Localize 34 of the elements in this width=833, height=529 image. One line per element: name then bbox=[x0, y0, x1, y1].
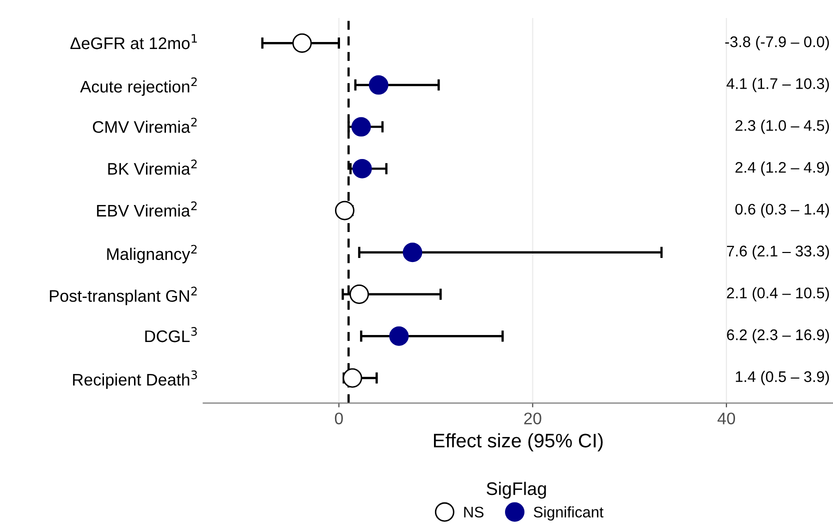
legend-label: Significant bbox=[534, 506, 604, 521]
y-tick-label: CMV Viremia$^{2}$ bbox=[92, 118, 197, 133]
annotation: 0.6 (0.3 – 1.4) bbox=[735, 203, 829, 218]
x-tick-label: 20 bbox=[524, 412, 542, 424]
y-tick-label: Malignancy$^{2}$ bbox=[107, 244, 197, 264]
point bbox=[351, 117, 371, 137]
point bbox=[292, 33, 312, 53]
annotation: 1.4 (0.5 – 3.9) bbox=[736, 370, 829, 386]
x-axis-title: Effect size (95% CI) bbox=[434, 433, 603, 452]
point bbox=[368, 75, 388, 95]
point bbox=[350, 284, 369, 304]
annotation: 2.1 (0.4 – 10.5) bbox=[727, 287, 829, 302]
point bbox=[334, 200, 354, 220]
y-tick-label: Recipient Death$^{3}$ bbox=[73, 370, 197, 389]
y-tick-label: Post-transplant GN$^{2}$ bbox=[50, 286, 197, 306]
annotation: 2.3 (1.0 – 4.5) bbox=[736, 120, 829, 134]
point bbox=[352, 158, 372, 178]
y-tick-label: BK Viremia$^{2}$ bbox=[108, 160, 197, 175]
legend-title: SigFlag bbox=[486, 482, 546, 499]
x-tick-label: 0 bbox=[334, 412, 343, 424]
y-tick-label: DCGL$^{3}$ bbox=[145, 326, 197, 342]
point bbox=[389, 326, 409, 346]
annotation: 4.1 (1.7 – 10.3) bbox=[726, 78, 829, 92]
annotation: 2.4 (1.2 – 4.9) bbox=[736, 162, 829, 176]
point bbox=[402, 242, 422, 262]
annotation: -3.8 (-7.9 – 0.0) bbox=[725, 36, 829, 50]
y-tick-label: ΔeGFR at 12mo$^{1}$ bbox=[70, 34, 197, 50]
point bbox=[342, 368, 362, 388]
y-tick-label: Acute rejection$^{2}$ bbox=[80, 77, 197, 96]
x-tick-label: 40 bbox=[718, 412, 736, 424]
annotation: 6.2 (2.3 – 16.9) bbox=[727, 329, 829, 344]
legend-label: NS bbox=[464, 506, 484, 518]
y-tick-label: EBV Viremia$^{2}$ bbox=[97, 201, 197, 217]
annotation: 7.6 (2.1 – 33.3) bbox=[727, 245, 829, 260]
